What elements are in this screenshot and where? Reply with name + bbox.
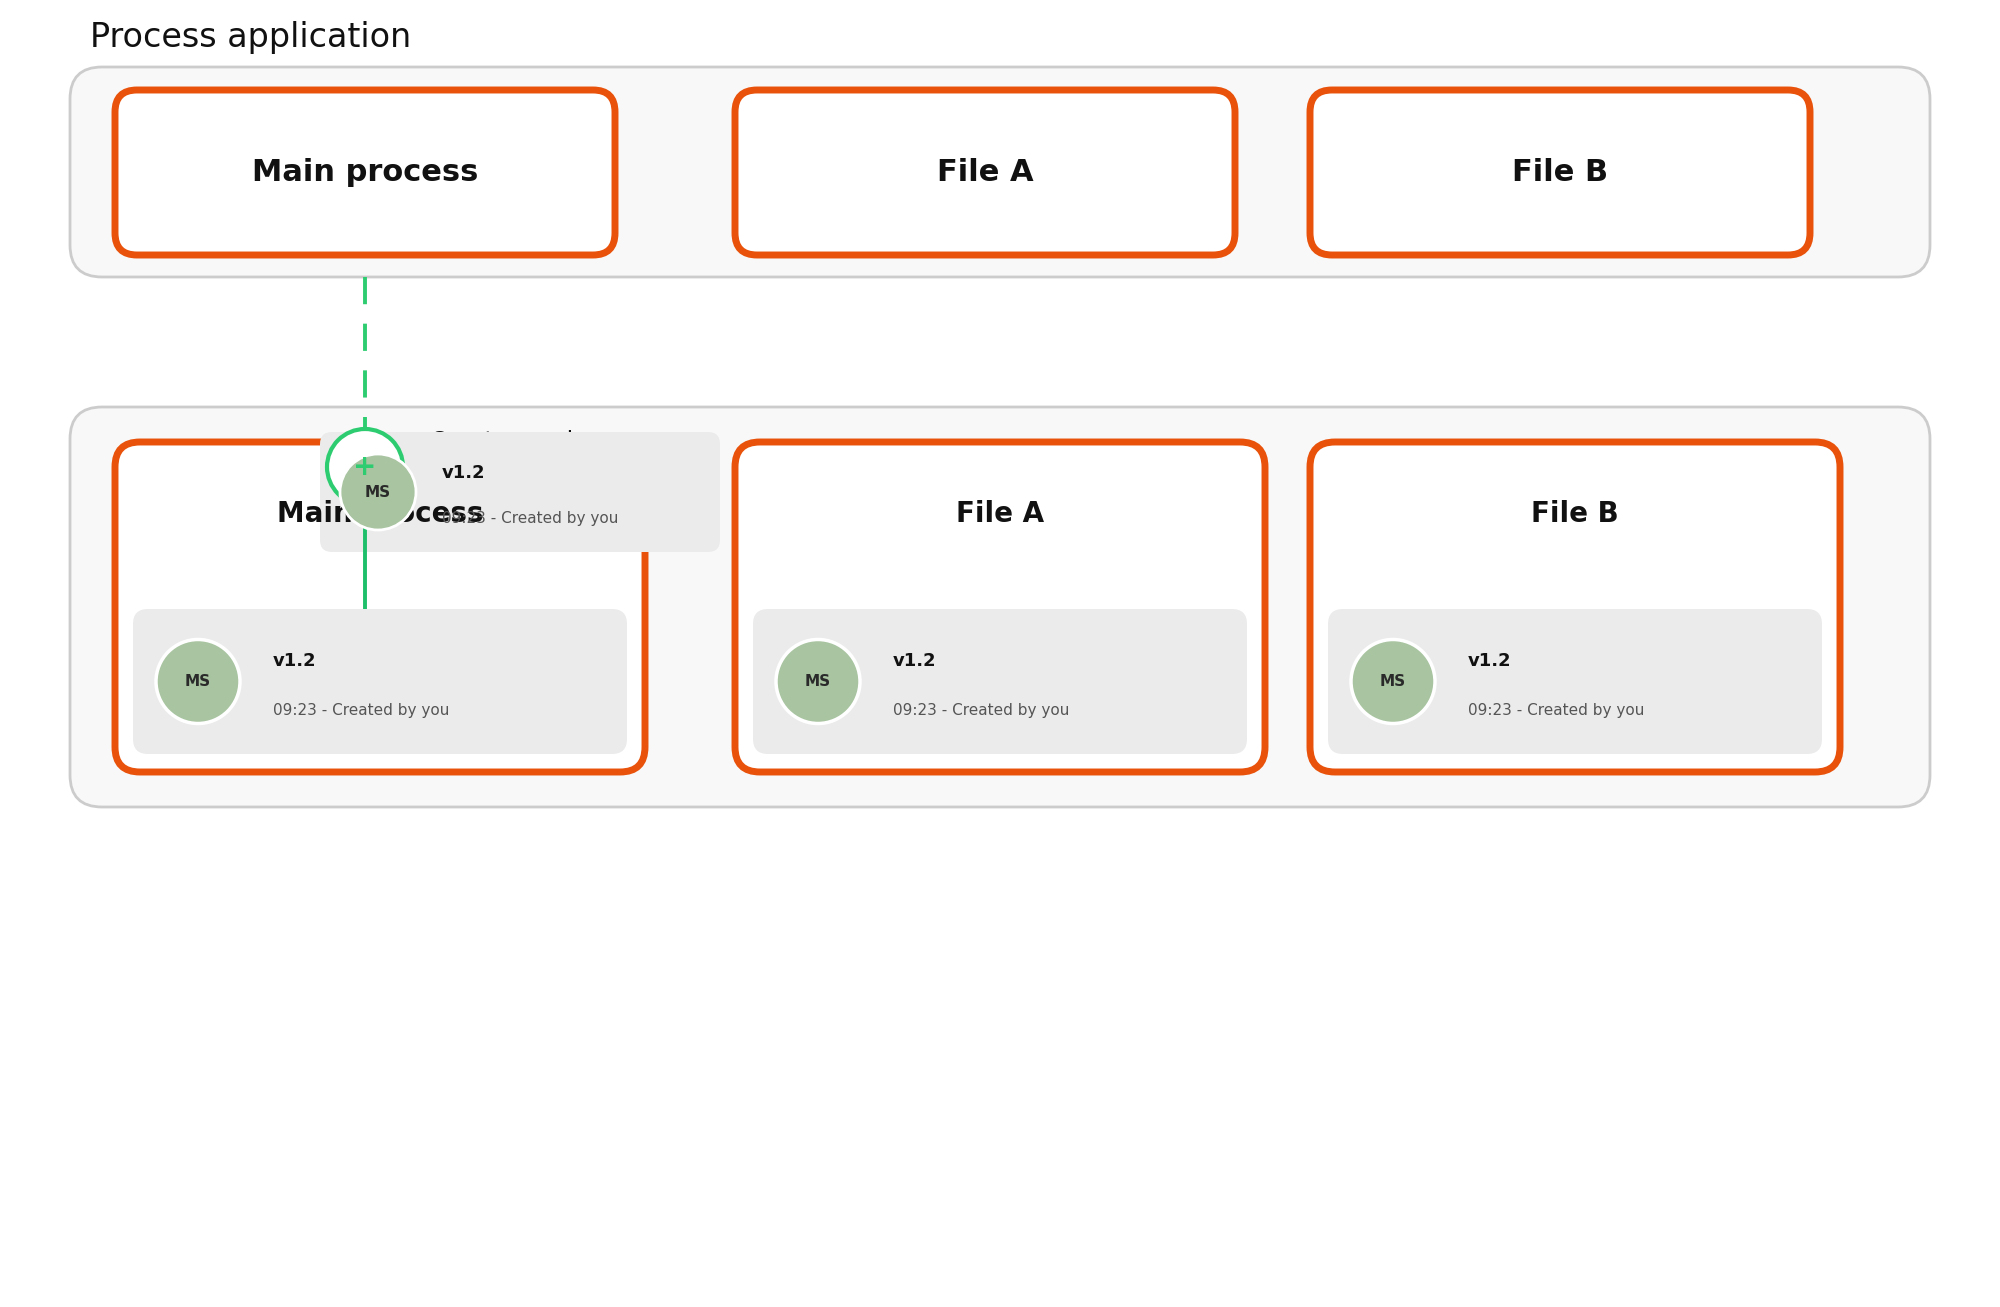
FancyBboxPatch shape xyxy=(114,90,616,255)
Circle shape xyxy=(328,429,404,505)
Text: Main process: Main process xyxy=(252,158,478,187)
FancyBboxPatch shape xyxy=(132,609,628,754)
Text: File B: File B xyxy=(1532,501,1618,528)
Circle shape xyxy=(776,639,860,724)
Text: File A: File A xyxy=(956,501,1044,528)
Text: MS: MS xyxy=(364,485,392,499)
Text: +: + xyxy=(354,454,376,481)
Text: v1.2: v1.2 xyxy=(1468,652,1512,670)
Text: 09:23 - Created by you: 09:23 - Created by you xyxy=(442,511,618,525)
Text: v1.2: v1.2 xyxy=(272,652,316,670)
Text: File B: File B xyxy=(1512,158,1608,187)
FancyBboxPatch shape xyxy=(1310,442,1840,772)
Text: 09:23 - Created by you: 09:23 - Created by you xyxy=(1468,703,1644,718)
Text: v1.2: v1.2 xyxy=(892,652,936,670)
Circle shape xyxy=(340,454,416,531)
Text: File A: File A xyxy=(936,158,1034,187)
FancyBboxPatch shape xyxy=(320,433,720,552)
Text: 09:23 - Created by you: 09:23 - Created by you xyxy=(892,703,1070,718)
Text: MS: MS xyxy=(804,674,832,689)
FancyBboxPatch shape xyxy=(1328,609,1822,754)
FancyBboxPatch shape xyxy=(70,406,1930,806)
Circle shape xyxy=(156,639,240,724)
Text: 09:23 - Created by you: 09:23 - Created by you xyxy=(272,703,450,718)
Text: Process application: Process application xyxy=(90,21,412,54)
Text: Create version: Create version xyxy=(430,430,602,454)
FancyBboxPatch shape xyxy=(736,90,1236,255)
FancyBboxPatch shape xyxy=(736,442,1264,772)
Text: MS: MS xyxy=(184,674,212,689)
FancyBboxPatch shape xyxy=(1310,90,1810,255)
Text: v1.2: v1.2 xyxy=(442,464,486,482)
Text: Main process: Main process xyxy=(276,501,484,528)
Text: MS: MS xyxy=(1380,674,1406,689)
FancyBboxPatch shape xyxy=(752,609,1248,754)
FancyBboxPatch shape xyxy=(114,442,644,772)
FancyBboxPatch shape xyxy=(70,67,1930,277)
Circle shape xyxy=(1352,639,1436,724)
